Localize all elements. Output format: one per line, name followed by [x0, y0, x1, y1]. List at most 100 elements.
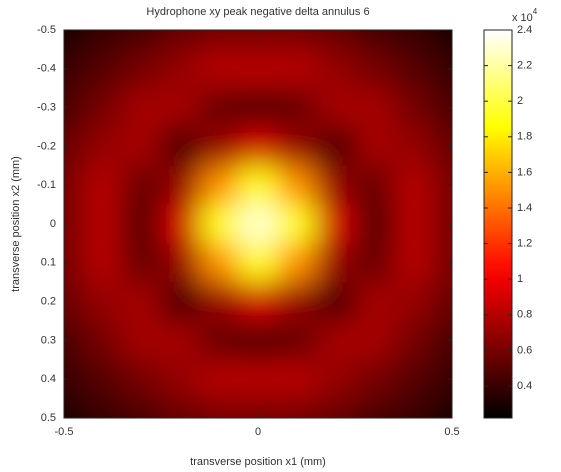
- heat-cell: [316, 49, 356, 90]
- heat-cell: [199, 165, 240, 206]
- heat-cell: [277, 204, 318, 245]
- heat-cell: [393, 321, 434, 361]
- heat-cell: [393, 398, 434, 418]
- heat-cell: [122, 127, 162, 167]
- heat-cell: [64, 88, 85, 128]
- heat-cell: [316, 359, 356, 400]
- y-tick-label: 0.4: [41, 373, 56, 385]
- heat-cell: [355, 88, 395, 128]
- multiplier-base: x 10: [512, 12, 533, 24]
- y-tick-label: -0.5: [37, 24, 56, 36]
- heat-cell: [277, 398, 318, 418]
- heat-cell: [199, 359, 240, 400]
- heat-cell: [64, 243, 85, 284]
- heat-cell: [355, 282, 395, 322]
- heat-cell: [238, 398, 279, 418]
- heat-cell: [316, 243, 356, 284]
- colorbar-tick-label: 1.6: [517, 166, 532, 178]
- heat-cell: [316, 321, 356, 361]
- heat-cell: [122, 243, 162, 284]
- heat-cell: [83, 165, 124, 206]
- heat-cell: [393, 282, 434, 322]
- heat-cell: [316, 282, 356, 322]
- x-tick-label: 0: [255, 426, 261, 438]
- heat-cell: [64, 282, 85, 322]
- y-tick-label: -0.2: [37, 140, 56, 152]
- y-tick-label: 0.1: [41, 257, 56, 269]
- heat-cell: [316, 165, 356, 206]
- y-tick-label: -0.3: [37, 102, 56, 114]
- heat-cell: [199, 30, 240, 51]
- colorbar-tick-label: 1.8: [517, 131, 532, 143]
- multiplier-exponent: 4: [533, 7, 538, 16]
- heat-cell: [83, 282, 124, 322]
- heat-cell: [277, 321, 318, 361]
- heat-cell: [238, 165, 279, 206]
- y-tick-label: 0: [50, 218, 56, 230]
- heat-cell: [64, 359, 85, 400]
- heat-cell: [277, 127, 318, 167]
- heat-cell: [316, 398, 356, 418]
- heat-cell: [432, 398, 452, 418]
- heat-cell: [238, 49, 279, 90]
- heat-cell: [355, 321, 395, 361]
- heat-cell: [199, 88, 240, 128]
- heat-cell: [238, 243, 279, 284]
- heat-cell: [64, 398, 85, 418]
- y-tick-label: -0.1: [37, 179, 56, 191]
- x-axis-label: transverse position x1 (mm): [190, 456, 326, 468]
- heat-cell: [161, 165, 201, 206]
- y-tick-label: 0.5: [41, 412, 56, 424]
- heat-cell: [355, 359, 395, 400]
- heat-cell: [122, 359, 162, 400]
- heat-cell: [277, 88, 318, 128]
- heat-cell: [161, 282, 201, 322]
- heat-cell: [355, 30, 395, 51]
- heat-cell: [238, 204, 279, 245]
- heat-cell: [238, 30, 279, 51]
- heat-cell: [199, 398, 240, 418]
- heat-cell: [277, 359, 318, 400]
- heat-cell: [355, 243, 395, 284]
- heat-cell: [393, 127, 434, 167]
- colorbar-tick-label: 2.4: [517, 24, 532, 36]
- heat-cell: [122, 49, 162, 90]
- heat-cell: [64, 49, 85, 90]
- heatmap-cells: [64, 30, 452, 418]
- heat-cell: [277, 30, 318, 51]
- heat-cell: [393, 359, 434, 400]
- heat-cell: [432, 359, 452, 400]
- heat-cell: [316, 30, 356, 51]
- heat-cell: [432, 165, 452, 206]
- heat-cell: [432, 321, 452, 361]
- colorbar-tick-label: 1.4: [517, 202, 532, 214]
- heat-cell: [83, 321, 124, 361]
- y-tick-label: -0.4: [37, 63, 56, 75]
- heat-cell: [199, 282, 240, 322]
- heat-cell: [161, 204, 201, 245]
- colorbar-multiplier: x 104: [512, 7, 538, 24]
- heat-cell: [432, 127, 452, 167]
- heat-cell: [83, 49, 124, 90]
- colorbar: [483, 29, 513, 419]
- heat-cell: [83, 30, 124, 51]
- heat-cell: [238, 88, 279, 128]
- heat-cell: [161, 49, 201, 90]
- heat-cell: [316, 88, 356, 128]
- heat-cell: [122, 165, 162, 206]
- heat-cell: [64, 165, 85, 206]
- heat-cell: [393, 49, 434, 90]
- colorbar-tick-label: 2: [517, 95, 523, 107]
- heat-cell: [432, 282, 452, 322]
- heat-cell: [64, 127, 85, 167]
- heat-cell: [238, 359, 279, 400]
- heat-cell: [238, 127, 279, 167]
- heat-cell: [277, 165, 318, 206]
- heat-cell: [393, 243, 434, 284]
- heat-cell: [277, 243, 318, 284]
- heat-cell: [199, 243, 240, 284]
- heat-cell: [238, 321, 279, 361]
- heat-cell: [393, 30, 434, 51]
